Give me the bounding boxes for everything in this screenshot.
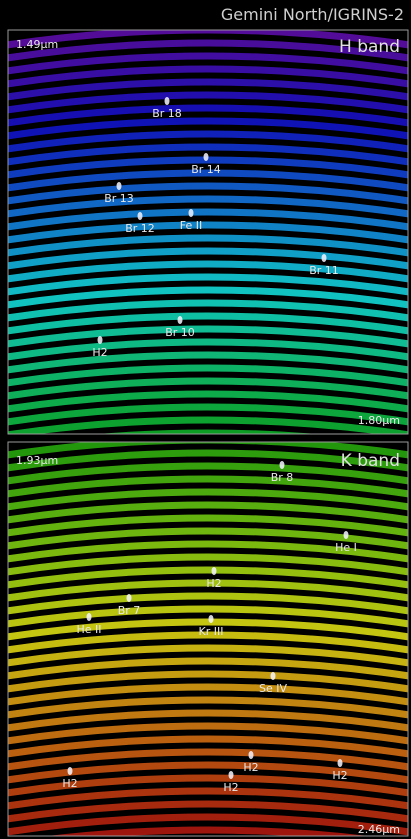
emission-line [249,751,254,759]
emission-line [338,759,343,767]
emission-line [204,153,209,161]
line-label: Kr III [199,625,224,638]
emission-line [165,97,170,105]
h-end: 1.80μm [358,414,400,427]
emission-line [344,531,349,539]
line-label: Se IV [259,682,287,695]
line-label: He I [335,541,357,554]
line-label: Br 7 [118,604,141,617]
emission-line [117,182,122,190]
emission-line [271,672,276,680]
emission-line [280,461,285,469]
line-label: Br 10 [165,326,195,339]
emission-line [229,771,234,779]
line-label: H2 [62,777,77,790]
line-label: Br 12 [125,222,155,235]
emission-line [98,336,103,344]
title: Gemini North/IGRINS-2 [221,5,404,24]
emission-line [178,316,183,324]
h-band-spectrum [0,30,411,462]
line-label: H2 [206,577,221,590]
line-label: H2 [332,769,347,782]
line-label: Br 8 [271,471,294,484]
line-label: H2 [223,781,238,794]
line-label: Br 18 [152,107,182,120]
spectra-figure: Gemini North/IGRINS-2 1.49μm H band 1.80… [0,0,411,839]
emission-line [212,567,217,575]
emission-line [209,615,214,623]
line-label: H2 [92,346,107,359]
k-end: 2.46μm [358,823,400,836]
emission-line [322,254,327,262]
line-label: Br 14 [191,163,221,176]
h-band-label: H band [339,37,400,57]
h-start: 1.49μm [16,38,58,51]
line-label: Br 13 [104,192,134,205]
spectral-order [0,830,411,839]
emission-line [138,212,143,220]
emission-line [68,767,73,775]
emission-line [127,594,132,602]
k-band-label: K band [341,451,400,471]
line-label: He II [76,623,101,636]
line-label: Fe II [180,219,202,232]
k-start: 1.93μm [16,454,58,467]
emission-line [87,613,92,621]
line-label: H2 [243,761,258,774]
page: {"header": {"title": "Gemini North/IGRIN… [0,0,411,839]
line-label: Br 11 [309,264,339,277]
emission-line [189,209,194,217]
